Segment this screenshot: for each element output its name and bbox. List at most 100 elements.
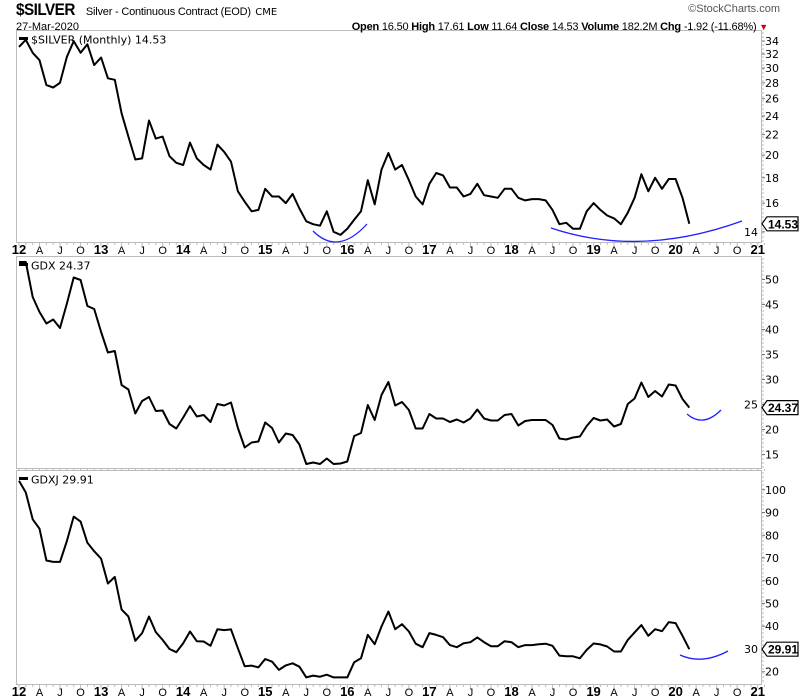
x-month-label: A [364,687,372,699]
y-tick-label: 18 [765,172,779,185]
x-month-label: A [610,687,618,699]
last-value-label: 14.53 [768,217,798,231]
y-tick-label: 35 [765,349,779,362]
y-tick-label: 22 [765,129,779,142]
y-tick-label: 24 [765,110,779,123]
low-label: Low [467,20,489,33]
legend-swatch [19,37,28,40]
x-month-label: O [569,245,578,257]
symbol-description: Silver - Continuous Contract (EOD) [85,6,251,18]
chg-value: -1.92 (-11.68%) [683,20,757,33]
x-month-label: O [487,245,496,257]
plot-frame [16,30,762,243]
plot-frame [16,470,762,685]
x-year-label: 18 [504,684,518,699]
x-year-label: 16 [340,242,354,257]
y-tick-label: 80 [765,529,779,542]
legend-label: GDXJ 29.91 [31,474,94,487]
y-tick-label: 30 [765,62,779,75]
x-month-label: J [57,245,63,257]
legend-swatch [19,477,28,480]
y-tick-label: 32 [765,48,779,61]
series-line-gdx [19,261,691,465]
x-month-label: A [36,245,44,257]
y-tick-label: 20 [765,666,779,679]
last-value-label: 24.37 [768,401,798,415]
chg-label: Chg [660,20,681,33]
y-tick-label: 14 [744,226,758,239]
x-month-label: J [714,687,720,699]
x-month-label: J [221,245,227,257]
down-triangle-icon: ▼ [759,21,768,32]
volume-label: Volume [581,20,619,33]
y-tick-label: 20 [765,424,779,437]
x-month-label: A [692,245,700,257]
x-month-label: O [323,687,332,699]
last-value-tag [761,400,799,416]
x-year-label: 17 [422,684,436,699]
x-year-label: 17 [422,242,436,257]
last-value-tag [761,216,799,232]
x-year-label: 19 [586,684,600,699]
x-month-label: J [57,687,63,699]
x-year-label: 13 [94,684,108,699]
last-value-tag [761,641,799,657]
x-month-label: A [528,245,536,257]
annotation-arc [679,650,729,660]
x-month-label: O [487,687,496,699]
x-month-label: O [240,245,249,257]
x-month-label: J [221,687,227,699]
x-month-label: A [610,245,618,257]
y-tick-label: 15 [765,449,779,462]
x-month-label: J [304,245,310,257]
x-month-label: O [158,245,167,257]
x-month-label: O [651,687,660,699]
open-value: 16.50 [381,20,409,33]
close-value: 14.53 [551,20,579,33]
open-label: Open [351,20,380,33]
x-month-label: O [240,687,249,699]
high-label: High [411,20,435,33]
x-month-label: J [468,687,474,699]
y-tick-label: 30 [765,374,779,387]
x-month-label: A [36,687,44,699]
x-month-label: A [692,687,700,699]
y-tick-label: 20 [765,149,779,162]
exchange-label: CME [255,7,278,18]
x-year-label: 14 [176,242,191,257]
y-tick-label: 70 [765,552,779,565]
low-value: 11.64 [491,20,518,33]
y-tick-label: 26 [765,93,779,106]
x-month-label: A [118,245,126,257]
volume-value: 182.2M [621,20,658,33]
x-month-label: A [200,687,208,699]
panel-gdx: 15 20 25 30 35 40 45 50 GDX 24.37 24.37 [16,256,799,472]
x-month-label: J [550,245,556,257]
y-tick-label: 100 [765,484,786,497]
quote-values: Open 16.50 High 17.61 Low 11.64 Close 14… [352,21,768,33]
x-month-label: A [528,687,536,699]
y-tick-label: 60 [765,575,779,588]
legend-label: GDX 24.37 [31,260,91,273]
x-year-label: 15 [258,242,272,257]
x-year-label: 14 [176,684,191,699]
x-year-label: 15 [258,684,272,699]
x-year-label: 21 [750,684,764,699]
x-month-label: O [733,687,742,699]
x-month-label: O [158,687,167,699]
x-month-label: J [550,687,556,699]
x-year-label: 21 [750,242,764,257]
x-month-label: J [386,687,392,699]
annotation-arc [550,220,743,243]
y-tick-label: 25 [744,399,758,412]
y-tick-label: 50 [765,597,779,610]
y-tick-label: 50 [765,274,779,287]
y-tick-label: 34 [765,35,779,48]
x-month-label: J [139,245,145,257]
chart-header: $SILVER Silver - Continuous Contract (EO… [16,0,792,20]
close-label: Close [520,20,549,33]
x-month-label: A [446,687,454,699]
x-month-label: J [632,245,638,257]
